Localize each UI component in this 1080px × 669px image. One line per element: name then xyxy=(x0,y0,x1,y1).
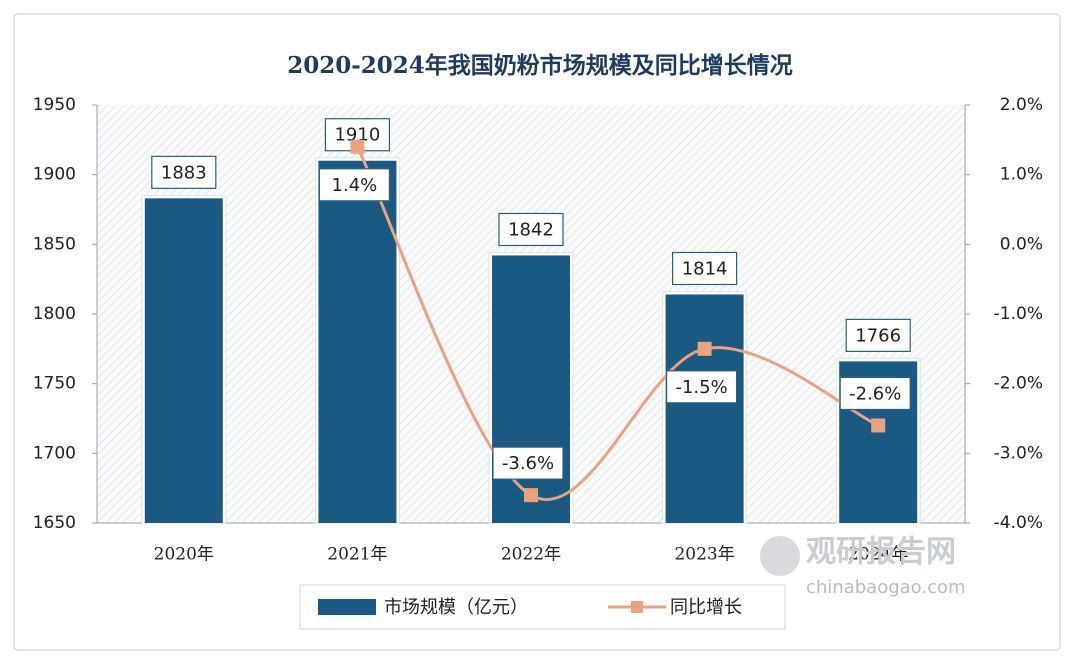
line-value-label-box xyxy=(318,168,390,202)
line-marker xyxy=(350,139,365,154)
bar-value-label: 1814 xyxy=(682,258,728,279)
chart-title: 2020-2024年我国奶粉市场规模及同比增长情况 xyxy=(287,52,793,79)
y2-tick-label: -4.0% xyxy=(994,513,1043,533)
y2-tick-label: -2.0% xyxy=(994,374,1043,394)
bar-value-label: 1842 xyxy=(508,219,554,240)
y-tick-label: 1650 xyxy=(33,513,76,533)
line-value-label: 1.4% xyxy=(332,175,378,196)
y-tick-label: 1950 xyxy=(33,95,76,115)
bar-value-label-box xyxy=(845,318,911,352)
x-tick-label: 2023年 xyxy=(674,545,734,565)
logo-url: chinabaogao.com xyxy=(806,577,966,598)
y-tick-label: 1850 xyxy=(33,234,76,254)
bar xyxy=(144,198,223,523)
y2-tick-label: 0.0% xyxy=(1000,234,1043,254)
line-value-label-box xyxy=(492,446,564,480)
bar xyxy=(318,160,397,523)
bar xyxy=(492,255,570,524)
line-value-label-box xyxy=(839,376,911,411)
y2-tick-label: 1.0% xyxy=(1000,165,1043,185)
y2-tick-label: -1.0% xyxy=(994,304,1043,324)
logo-name: 观研报告网 xyxy=(806,535,956,570)
y-tick-label: 1800 xyxy=(33,304,76,324)
bar-value-label-box xyxy=(498,212,564,247)
y2-tick-label: 2.0% xyxy=(1000,95,1043,115)
line-marker xyxy=(697,341,712,356)
legend-label: 市场规模（亿元） xyxy=(384,597,528,618)
line-marker xyxy=(871,418,886,433)
y-tick-label: 1900 xyxy=(33,165,76,185)
y2-tick-label: -3.0% xyxy=(994,443,1043,463)
x-tick-label: 2020年 xyxy=(154,545,214,565)
bar-value-label: 1766 xyxy=(855,325,901,346)
x-tick-label: 2024年 xyxy=(848,545,908,565)
legend-swatch xyxy=(318,599,376,615)
line-value-label: -3.6% xyxy=(502,453,554,474)
bar-value-label-box xyxy=(671,251,738,286)
line-value-label-box xyxy=(665,370,738,404)
y-tick-label: 1750 xyxy=(33,374,76,394)
legend-label: 同比增长 xyxy=(670,597,742,618)
line-value-label: -2.6% xyxy=(849,383,901,404)
x-tick-label: 2021年 xyxy=(327,545,387,565)
bar-value-label-box xyxy=(151,155,217,189)
legend xyxy=(299,584,786,630)
bar xyxy=(665,294,744,523)
x-tick-label: 2022年 xyxy=(501,545,561,565)
bar-value-label: 1883 xyxy=(161,162,207,183)
logo-icon xyxy=(760,536,800,576)
line-marker xyxy=(524,488,538,503)
line-value-label: -1.5% xyxy=(675,377,727,398)
line xyxy=(356,146,879,501)
y-tick-label: 1700 xyxy=(33,443,76,463)
bar-value-label: 1910 xyxy=(334,125,380,146)
legend-marker xyxy=(631,601,643,613)
